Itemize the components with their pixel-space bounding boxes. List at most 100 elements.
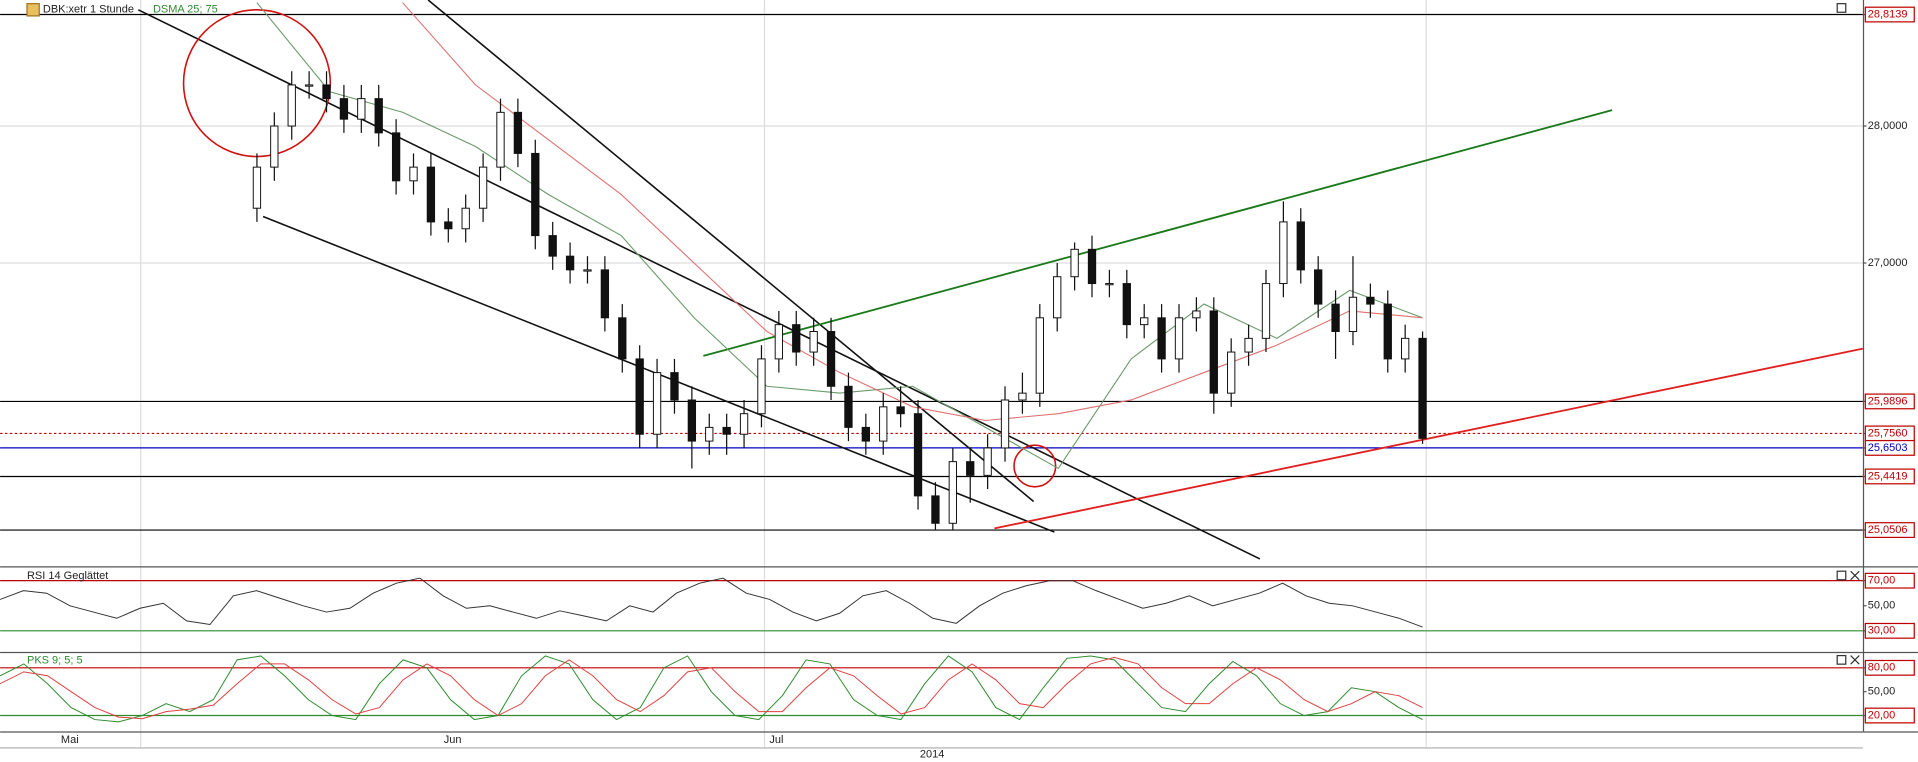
candle-body bbox=[1174, 317, 1184, 360]
candle-body bbox=[1035, 317, 1044, 394]
candle-body bbox=[322, 84, 331, 100]
drawings bbox=[137, 0, 1864, 560]
y-tick-label: 25,9896 bbox=[1868, 395, 1908, 407]
trendline bbox=[703, 109, 1613, 357]
candle-body bbox=[426, 166, 436, 223]
candle-body bbox=[357, 98, 366, 120]
indicator-label[interactable]: RSI 14 Geglättet bbox=[27, 570, 108, 582]
tick-label-box bbox=[1864, 659, 1915, 676]
tick-label-box bbox=[1864, 468, 1915, 485]
maximize-button[interactable] bbox=[1836, 570, 1847, 581]
candle-body bbox=[966, 461, 975, 476]
y-tick-label: 28,8139 bbox=[1868, 8, 1908, 20]
candle-body bbox=[757, 358, 766, 415]
tick-label-box bbox=[1864, 393, 1915, 410]
maximize-button[interactable] bbox=[1836, 654, 1847, 665]
candle-body bbox=[1105, 283, 1114, 286]
trendline bbox=[994, 347, 1864, 530]
symbol-icon[interactable] bbox=[26, 3, 40, 17]
close-button[interactable] bbox=[1850, 570, 1860, 581]
candle-body bbox=[652, 372, 662, 435]
indicator-label[interactable]: DSMA 25; 75 bbox=[153, 4, 218, 16]
candle-body bbox=[1209, 310, 1218, 394]
candle-body bbox=[618, 317, 627, 360]
candle-body bbox=[374, 98, 383, 134]
candle-body bbox=[1192, 310, 1201, 319]
candle-body bbox=[1018, 392, 1027, 401]
candle-body bbox=[1279, 221, 1288, 285]
y-tick-label: 27,0000 bbox=[1868, 257, 1908, 269]
candle-body bbox=[304, 84, 314, 87]
candle-body bbox=[1140, 317, 1149, 326]
y-tick-label: 20,00 bbox=[1868, 709, 1896, 721]
y-tick-label: 25,0506 bbox=[1868, 524, 1908, 536]
candle-body bbox=[635, 358, 644, 435]
candle-body bbox=[826, 331, 836, 387]
trendline bbox=[137, 9, 1261, 560]
candle-body bbox=[948, 461, 957, 524]
candle-body bbox=[1348, 296, 1358, 332]
y-tick-label: 28,0000 bbox=[1868, 120, 1908, 132]
moving-average bbox=[256, 2, 1423, 470]
maximize-button[interactable] bbox=[1836, 3, 1847, 13]
candle-body bbox=[1401, 337, 1410, 360]
y-tick-label: 25,6503 bbox=[1868, 442, 1908, 454]
y-tick-label: 50,00 bbox=[1868, 686, 1896, 698]
trendline bbox=[427, 0, 1035, 503]
x-tick-label: Mai bbox=[61, 734, 79, 746]
y-tick-label: 50,00 bbox=[1868, 600, 1896, 612]
candle-body bbox=[1122, 283, 1131, 326]
candle-body bbox=[687, 399, 697, 442]
candle-body bbox=[809, 331, 818, 353]
candle-body bbox=[913, 413, 923, 497]
y-tick-label: 25,7560 bbox=[1868, 427, 1908, 439]
candle-body bbox=[496, 111, 505, 168]
candle-body bbox=[1383, 303, 1392, 360]
close-button[interactable] bbox=[1850, 655, 1860, 665]
candle-body bbox=[1331, 303, 1340, 332]
candle-body bbox=[1227, 351, 1236, 394]
tick-label-box bbox=[1864, 572, 1915, 589]
candle-body bbox=[739, 413, 749, 435]
candle-body bbox=[1000, 399, 1010, 449]
candle-body bbox=[705, 426, 714, 442]
candle-body bbox=[774, 324, 784, 360]
candle-body bbox=[583, 269, 592, 272]
candle-body bbox=[252, 166, 262, 209]
tick-label-box bbox=[1864, 522, 1915, 539]
year-label: 2014 bbox=[920, 749, 944, 761]
candle-body bbox=[270, 125, 279, 168]
candle-body bbox=[1314, 269, 1323, 305]
candle-body bbox=[409, 166, 418, 182]
tick-label-box bbox=[1864, 622, 1915, 639]
candle-body bbox=[531, 152, 540, 237]
candle-body bbox=[339, 98, 349, 120]
candle-body bbox=[670, 372, 679, 401]
candle-body bbox=[1261, 283, 1271, 339]
x-tick-label: Jun bbox=[444, 734, 462, 746]
candle-body bbox=[461, 207, 470, 230]
candle-body bbox=[513, 111, 523, 154]
candle-body bbox=[983, 447, 992, 476]
candle-body bbox=[287, 84, 296, 127]
candle-body bbox=[879, 406, 888, 442]
candle-body bbox=[1053, 276, 1062, 319]
y-tick-label: 70,00 bbox=[1868, 575, 1896, 587]
indicator-label[interactable]: PKS 9; 5; 5 bbox=[27, 654, 83, 666]
candle-body bbox=[792, 324, 801, 353]
candle-body bbox=[1070, 248, 1079, 278]
candle-body bbox=[1418, 337, 1427, 439]
candle-body bbox=[1087, 248, 1097, 285]
y-tick-label: 25,4419 bbox=[1868, 470, 1908, 482]
candle-body bbox=[1157, 317, 1166, 360]
candle-body bbox=[931, 495, 940, 524]
indicator-line bbox=[0, 656, 1423, 720]
candle-body bbox=[861, 426, 871, 442]
tick-label-box bbox=[1864, 707, 1915, 724]
candle-body bbox=[1366, 296, 1375, 305]
indicator-line bbox=[0, 577, 1423, 628]
candle-body bbox=[1244, 337, 1253, 353]
candle-body bbox=[844, 385, 853, 428]
symbol-label[interactable]: DBK:xetr 1 Stunde bbox=[43, 4, 134, 16]
